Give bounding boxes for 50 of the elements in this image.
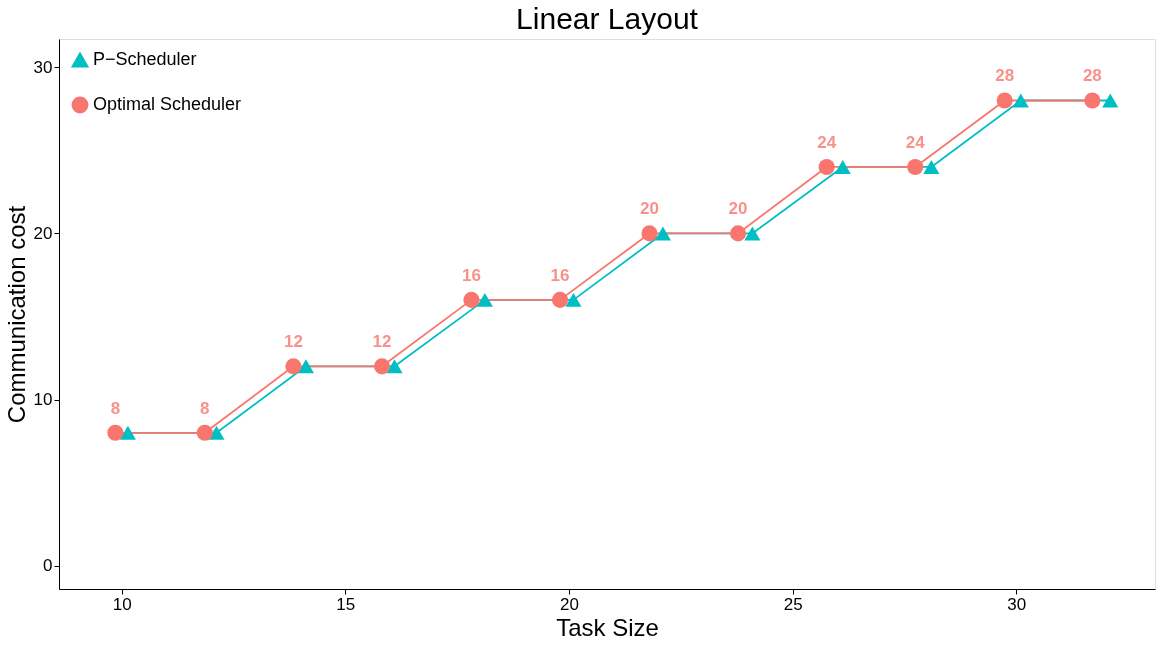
point	[641, 225, 658, 242]
point	[744, 226, 761, 241]
data-label: 20	[728, 199, 748, 219]
point	[923, 159, 940, 174]
x-tick-label: 30	[1007, 594, 1027, 614]
y-axis-title: Communication cost	[2, 205, 30, 424]
point	[196, 424, 213, 441]
point	[119, 425, 136, 440]
data-label: 8	[110, 398, 121, 418]
y-tick-label: 20	[33, 223, 53, 243]
data-label: 12	[372, 332, 392, 352]
data-label: 16	[550, 265, 570, 285]
point	[208, 425, 225, 440]
chart-title: Linear Layout	[516, 2, 699, 35]
legend-label: P−Scheduler	[93, 49, 197, 69]
data-label: 16	[461, 265, 481, 285]
data-label: 24	[817, 132, 837, 152]
point	[373, 358, 391, 375]
point	[654, 226, 671, 241]
point	[565, 292, 582, 307]
point	[107, 424, 124, 441]
point	[386, 359, 403, 374]
point	[907, 158, 924, 175]
y-tick-label: 30	[33, 57, 53, 77]
point	[463, 291, 480, 308]
point	[476, 292, 493, 307]
x-tick-label: 25	[783, 594, 803, 614]
data-label: 28	[1082, 66, 1102, 86]
data-label: 20	[640, 199, 659, 219]
point	[834, 159, 851, 174]
x-tick-label: 20	[560, 594, 579, 614]
point	[996, 92, 1013, 109]
x-tick-label: 15	[336, 594, 356, 614]
point	[730, 225, 747, 242]
data-label: 12	[283, 332, 303, 352]
y-tick-label: 0	[43, 556, 53, 576]
point	[1012, 93, 1029, 108]
x-axis-title: Task Size	[556, 613, 659, 641]
data-label: 8	[200, 398, 210, 418]
point	[297, 359, 314, 374]
y-tick-label: 10	[33, 390, 53, 410]
data-label: 28	[995, 66, 1015, 86]
point	[285, 358, 302, 375]
x-tick-label: 10	[112, 594, 132, 614]
point	[1102, 93, 1119, 108]
point	[1084, 92, 1101, 109]
legend-label: Optimal Scheduler	[93, 94, 242, 114]
data-label: 24	[905, 132, 926, 152]
point	[818, 158, 835, 175]
point	[551, 291, 569, 308]
